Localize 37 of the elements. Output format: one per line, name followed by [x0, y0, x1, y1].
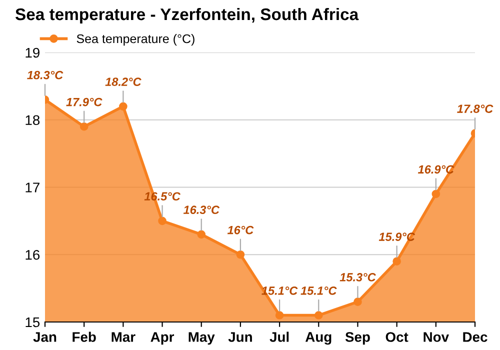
point [275, 311, 284, 320]
point [158, 216, 166, 226]
point [197, 230, 206, 239]
x-tick-label: Feb [72, 332, 96, 342]
y-tick-label: 19 [26, 48, 40, 58]
x-tick-label: Jan [33, 332, 56, 342]
legend-label: Sea temperature (°C) [76, 34, 194, 46]
x-tick-label: Sep [345, 332, 370, 345]
x-tick-label: Jun [228, 332, 252, 342]
data-label: 17.9°C [66, 98, 102, 106]
y-tick-label: 17 [26, 182, 40, 192]
chart-title: Sea temperature - Yzerfontein, South Africa [15, 8, 359, 24]
point [432, 190, 440, 198]
point [392, 257, 401, 266]
x-tick-label: Dec [463, 332, 488, 342]
x-tick-label: Mar [112, 332, 136, 342]
x-tick-label: Jul [270, 332, 289, 342]
data-label: 16.3°C [183, 206, 220, 214]
y-tick-label: 15 [26, 317, 40, 328]
x-tick-label: Oct [386, 332, 408, 342]
data-label: 18.3°C [27, 70, 64, 80]
x-tick-label: Aug [305, 332, 332, 345]
x-tick-label: May [188, 332, 215, 345]
data-label: 16°C [227, 226, 254, 234]
point [119, 102, 128, 111]
y-tick-label: 16 [26, 250, 40, 260]
point [80, 122, 88, 131]
data-label: 15.3°C [340, 273, 376, 282]
point [354, 298, 362, 306]
point [314, 311, 323, 320]
y-tick-label: 18 [26, 115, 40, 126]
point [236, 250, 245, 259]
data-label: 17.8°C [457, 104, 494, 113]
data-label: 18.2°C [105, 78, 142, 86]
x-tick-label: Apr [150, 332, 174, 345]
x-tick-label: Nov [424, 332, 449, 342]
data-label: 15.1°C [300, 286, 337, 295]
